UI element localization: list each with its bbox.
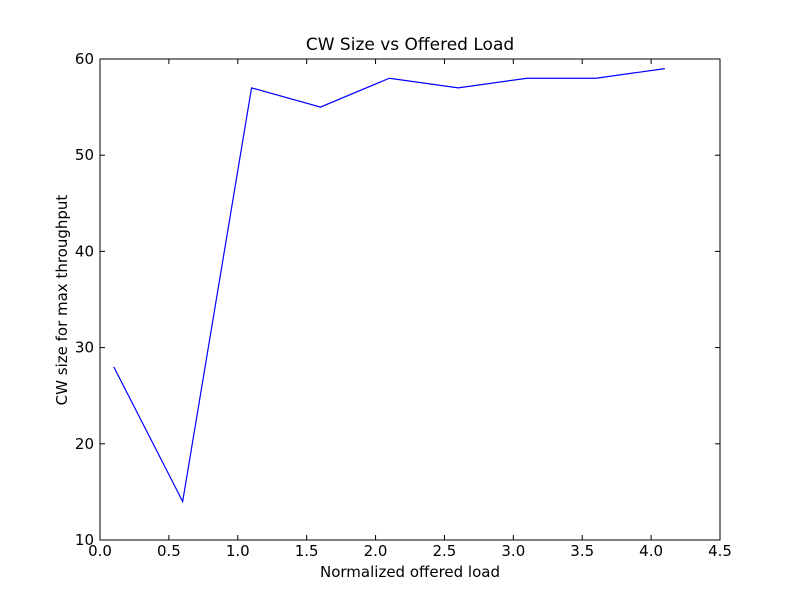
plot-frame bbox=[99, 58, 721, 541]
y-tick-label: 30 bbox=[75, 339, 94, 357]
x-tick-label: 1.0 bbox=[226, 542, 250, 560]
x-tick-label: 4.0 bbox=[639, 542, 663, 560]
x-tick-label: 3.5 bbox=[570, 542, 594, 560]
x-axis-label: Normalized offered load bbox=[320, 563, 500, 581]
x-tick-label: 1.5 bbox=[295, 542, 319, 560]
x-tick-label: 4.5 bbox=[708, 542, 732, 560]
x-tick-label: 0.0 bbox=[88, 542, 112, 560]
x-tick-label: 0.5 bbox=[157, 542, 181, 560]
chart-title: CW Size vs Offered Load bbox=[306, 35, 514, 55]
data-line bbox=[113, 68, 665, 504]
x-tick-label: 2.0 bbox=[364, 542, 388, 560]
y-tick-label: 40 bbox=[75, 242, 94, 260]
x-tick-label: 2.5 bbox=[433, 542, 457, 560]
x-tick-label: 3.0 bbox=[501, 542, 525, 560]
y-tick-label: 20 bbox=[75, 435, 94, 453]
y-tick-label: 50 bbox=[75, 146, 94, 164]
y-axis-label: CW size for max throughput bbox=[53, 195, 71, 406]
y-tick-label: 10 bbox=[75, 531, 94, 549]
y-tick-label: 60 bbox=[75, 50, 94, 68]
